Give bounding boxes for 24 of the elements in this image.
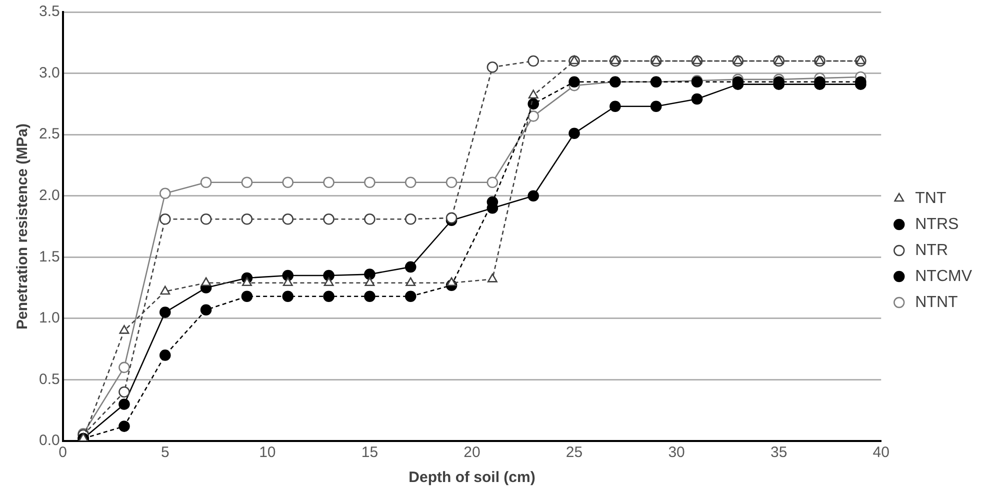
- legend-label: NTNT: [915, 294, 958, 311]
- y-tick-label: 2.5: [38, 126, 60, 143]
- x-tick-label: 35: [770, 444, 788, 462]
- y-tick-label: 0.0: [38, 432, 60, 450]
- y-tick-label: 0.5: [38, 370, 60, 388]
- x-tick-label: 10: [259, 444, 276, 462]
- y-tick-label: 3.0: [38, 64, 60, 82]
- legend-label: NTCMV: [915, 268, 972, 285]
- y-tick-label: 3.5: [38, 3, 60, 20]
- y-axis-title: Penetration resistence (MPa): [14, 124, 32, 330]
- x-tick-label: 30: [668, 444, 685, 462]
- x-tick-label: 25: [566, 444, 583, 462]
- x-tick-label: 40: [872, 444, 890, 462]
- y-tick-label: 1.5: [38, 248, 60, 266]
- x-axis-title: Depth of soil (cm): [408, 469, 536, 486]
- legend-label: NTR: [915, 242, 948, 259]
- x-tick-label: 15: [361, 444, 378, 462]
- legend-label: TNT: [915, 190, 946, 207]
- x-tick-label: 20: [464, 444, 480, 462]
- legend-label: NTRS: [915, 216, 959, 233]
- y-tick-label: 2.0: [38, 187, 60, 204]
- y-tick-label: 1.0: [38, 310, 60, 327]
- x-tick-label: 5: [160, 444, 170, 462]
- x-tick-label: 0: [58, 444, 68, 462]
